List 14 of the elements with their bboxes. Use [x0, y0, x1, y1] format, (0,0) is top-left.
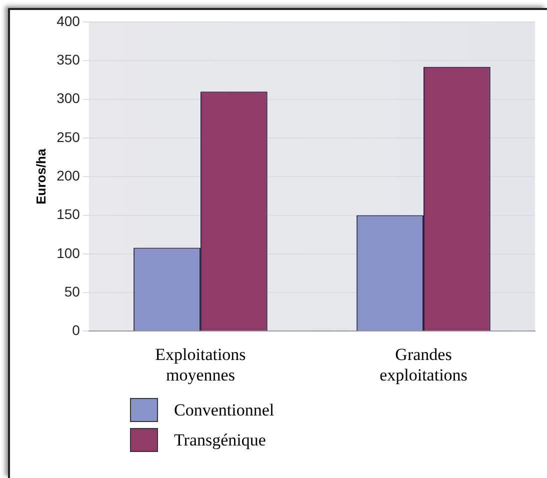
y-tick-label: 200	[56, 167, 80, 184]
y-tick-label: 400	[56, 12, 80, 29]
y-tick-label: 350	[56, 52, 80, 68]
y-tick-label: 100	[56, 244, 80, 261]
y-tick-label: 150	[56, 206, 80, 222]
legend-label: Conventionnel	[174, 400, 274, 420]
x-tick-label: Exploitations moyennes	[155, 344, 246, 384]
legend-label: Transgénique	[174, 430, 266, 450]
x-tick-label: Grandes exploitations	[380, 344, 468, 384]
y-tick-label: 0	[72, 322, 80, 338]
y-axis-title: Euros/ha	[33, 148, 48, 204]
y-tick-label: 250	[56, 128, 80, 145]
y-tick-label: 300	[56, 90, 80, 106]
y-tick-label: 50	[64, 283, 80, 300]
